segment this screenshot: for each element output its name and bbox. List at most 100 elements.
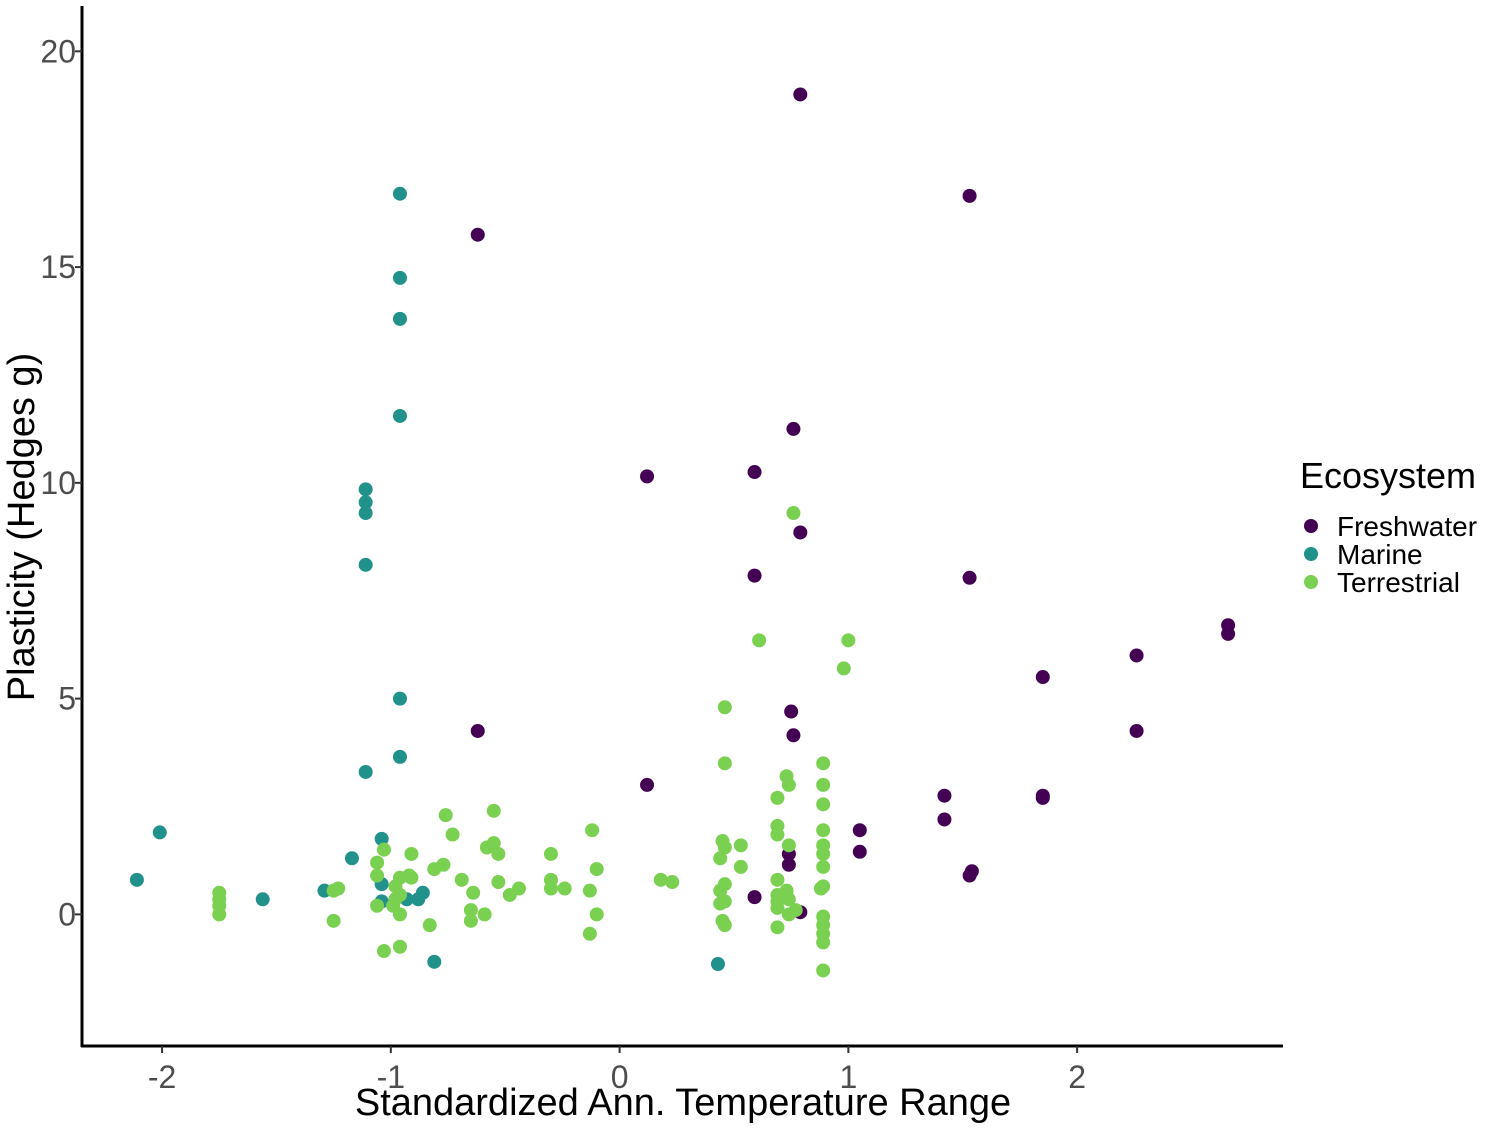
y-tick-label: 0 (58, 896, 76, 932)
data-point-terrestrial (422, 918, 437, 933)
data-point-freshwater (793, 87, 808, 102)
data-point-terrestrial (813, 881, 828, 896)
data-point-terrestrial (713, 851, 728, 866)
data-point-terrestrial (841, 633, 856, 648)
data-point-terrestrial (486, 803, 501, 818)
data-point-terrestrial (781, 892, 796, 907)
data-point-terrestrial (733, 838, 748, 853)
data-point-terrestrial (404, 870, 419, 885)
data-point-freshwater (747, 465, 762, 480)
data-point-terrestrial (376, 944, 391, 959)
data-point-terrestrial (543, 846, 558, 861)
data-point-terrestrial (404, 846, 419, 861)
data-point-terrestrial (717, 840, 732, 855)
data-point-marine (392, 270, 407, 285)
data-point-terrestrial (491, 846, 506, 861)
data-point-freshwater (640, 777, 655, 792)
data-point-terrestrial (589, 862, 604, 877)
data-point-freshwater (1035, 790, 1050, 805)
data-point-freshwater (786, 728, 801, 743)
legend-label-terrestrial: Terrestrial (1337, 567, 1460, 598)
data-point-terrestrial (445, 827, 460, 842)
data-point-terrestrial (816, 777, 831, 792)
x-ticks: -2 -1 0 1 2 (148, 1046, 1086, 1095)
data-point-terrestrial (585, 823, 600, 838)
data-point-freshwater (747, 568, 762, 583)
data-point-freshwater (962, 188, 977, 203)
data-point-terrestrial (717, 918, 732, 933)
data-point-marine (129, 872, 144, 887)
data-point-freshwater (1035, 670, 1050, 685)
data-point-terrestrial (713, 883, 728, 898)
legend-label-marine: Marine (1337, 539, 1423, 570)
data-point-terrestrial (212, 907, 227, 922)
data-point-terrestrial (836, 661, 851, 676)
y-axis-title: Plasticity (Hedges g) (1, 353, 43, 701)
data-point-terrestrial (816, 823, 831, 838)
data-point-terrestrial (477, 907, 492, 922)
data-point-terrestrial (713, 896, 728, 911)
data-point-freshwater (781, 857, 796, 872)
data-point-terrestrial (376, 842, 391, 857)
data-point-marine (392, 749, 407, 764)
data-point-terrestrial (370, 855, 385, 870)
data-point-marine (358, 557, 373, 572)
data-point-terrestrial (781, 907, 796, 922)
data-point-freshwater (962, 868, 977, 883)
legend-title: Ecosystem (1300, 455, 1476, 496)
data-point-terrestrial (582, 883, 597, 898)
data-point-marine (344, 851, 359, 866)
data-point-terrestrial (582, 926, 597, 941)
data-point-freshwater (640, 469, 655, 484)
data-point-terrestrial (665, 875, 680, 890)
legend-key-freshwater (1304, 519, 1318, 533)
data-point-freshwater (793, 525, 808, 540)
data-point-terrestrial (543, 881, 558, 896)
data-point-marine (411, 892, 426, 907)
data-point-terrestrial (717, 756, 732, 771)
data-point-terrestrial (781, 777, 796, 792)
data-point-terrestrial (392, 907, 407, 922)
data-point-terrestrial (733, 859, 748, 874)
data-point-marine (358, 764, 373, 779)
legend-key-marine (1304, 547, 1318, 561)
x-tick-label: 0 (611, 1059, 629, 1095)
data-point-terrestrial (816, 846, 831, 861)
data-point-terrestrial (463, 913, 478, 928)
data-point-marine (427, 954, 442, 969)
data-point-terrestrial (454, 872, 469, 887)
data-point-marine (392, 691, 407, 706)
data-point-freshwater (786, 421, 801, 436)
y-tick-label: 10 (40, 465, 76, 501)
data-point-terrestrial (326, 913, 341, 928)
data-point-terrestrial (463, 903, 478, 918)
data-point-terrestrial (370, 898, 385, 913)
data-point-freshwater (852, 823, 867, 838)
data-point-marine (152, 825, 167, 840)
data-point-terrestrial (479, 840, 494, 855)
data-point-terrestrial (781, 838, 796, 853)
data-point-terrestrial (816, 797, 831, 812)
data-point-marine (358, 506, 373, 521)
data-point-terrestrial (438, 808, 453, 823)
data-point-terrestrial (589, 907, 604, 922)
data-point-terrestrial (752, 633, 767, 648)
data-point-marine (392, 311, 407, 326)
data-point-terrestrial (816, 963, 831, 978)
x-axis-title: Standardized Ann. Temperature Range (355, 1082, 1011, 1124)
data-point-terrestrial (466, 885, 481, 900)
data-point-terrestrial (770, 872, 785, 887)
data-point-terrestrial (653, 872, 668, 887)
data-point-terrestrial (557, 881, 572, 896)
legend-label-freshwater: Freshwater (1337, 511, 1477, 542)
x-tick-label: 2 (1068, 1059, 1086, 1095)
plot-area (129, 87, 1236, 978)
y-tick-label: 15 (40, 249, 76, 285)
data-point-terrestrial (392, 939, 407, 954)
data-point-terrestrial (491, 875, 506, 890)
data-point-freshwater (962, 570, 977, 585)
data-point-marine (374, 831, 389, 846)
data-point-marine (358, 495, 373, 510)
data-point-marine (358, 482, 373, 497)
